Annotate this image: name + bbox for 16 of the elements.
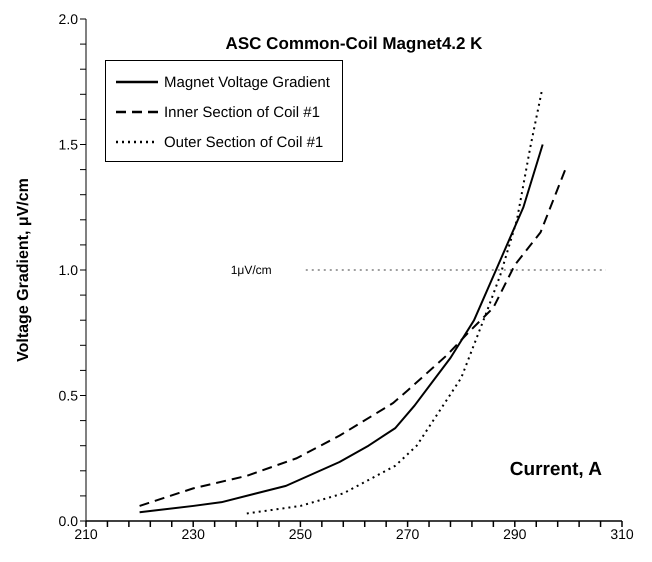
text: ASC Common-Coil Magnet4.2 K <box>224 34 484 54</box>
y-tick-label: 1.0 <box>58 262 78 278</box>
y-tick-label: 2.0 <box>58 10 78 27</box>
x-tick-label: 290 <box>503 526 527 542</box>
legend-label: Inner Section of Coil #1 <box>164 104 320 120</box>
x-tick-label: 250 <box>288 526 312 542</box>
ref-line-label: 1μV/cm <box>230 263 272 277</box>
x-axis-title: Current, A <box>510 459 602 481</box>
y-tick-label: 1.5 <box>58 136 78 152</box>
x-tick-label: 310 <box>610 526 634 542</box>
legend-label: Magnet Voltage Gradient <box>164 74 330 90</box>
y-tick-label: 0.5 <box>58 387 78 404</box>
x-tick-label: 270 <box>396 526 420 542</box>
y-axis-title: Voltage Gradient, μV/cm <box>15 178 33 362</box>
legend-label: Outer Section of Coil #1 <box>164 134 324 150</box>
x-tick-label: 230 <box>182 526 206 542</box>
